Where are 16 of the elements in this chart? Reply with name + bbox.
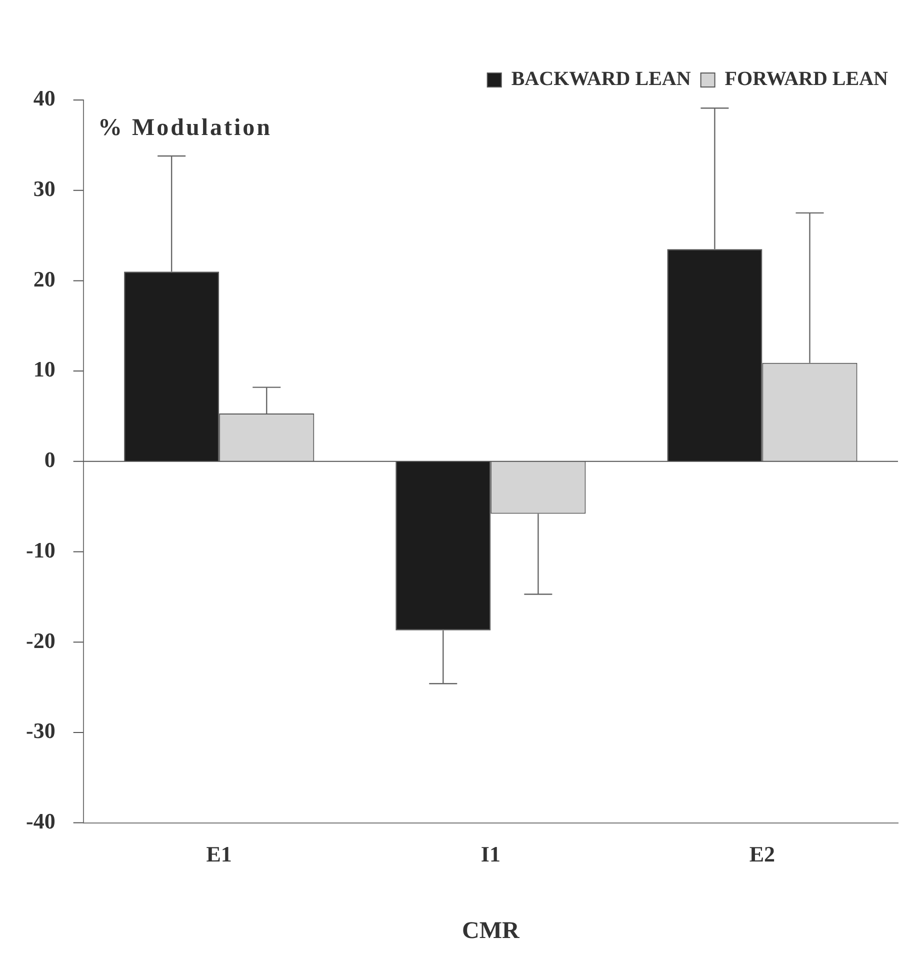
- y-tick-label: -40: [26, 808, 56, 834]
- y-axis-title: % Modulation: [98, 115, 272, 142]
- y-tick-label: -30: [26, 718, 56, 744]
- x-tick-label: I1: [480, 842, 500, 867]
- x-tick-label: E1: [206, 842, 232, 867]
- legend-label: FORWARD LEAN: [724, 68, 889, 90]
- y-tick-label: 40: [33, 86, 56, 111]
- y-tick-label: 20: [33, 266, 56, 292]
- y-tick-label: -10: [26, 537, 56, 562]
- y-tick-label: 0: [44, 447, 56, 472]
- y-tick-label: -20: [26, 628, 56, 653]
- x-tick-label: E2: [749, 842, 776, 867]
- y-tick-label: 10: [33, 356, 56, 382]
- x-axis-title: CMR: [462, 918, 520, 944]
- y-tick-label: 30: [33, 176, 56, 202]
- legend-label: BACKWARD LEAN: [511, 68, 692, 90]
